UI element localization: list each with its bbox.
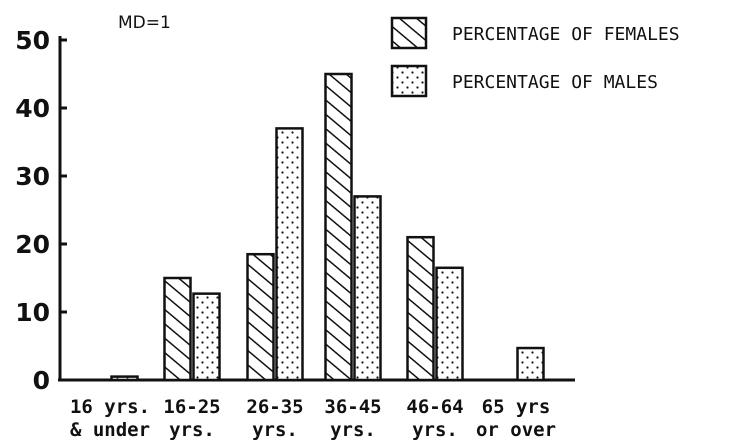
male-bar — [353, 195, 382, 382]
category-label: 26-35 yrs. — [246, 396, 303, 441]
y-tick-labels: 0 10 20 30 40 50 — [15, 26, 50, 395]
category-label-line: 36-45 — [324, 396, 381, 418]
male-bar — [110, 375, 139, 382]
category-label-line: yrs. — [330, 419, 376, 441]
legend-label-females: PERCENTAGE OF FEMALES — [452, 24, 680, 45]
chart-note: MD=1 — [118, 13, 171, 33]
y-tick-label: 30 — [15, 162, 50, 191]
female-bar — [324, 72, 353, 382]
female-bar — [163, 276, 192, 382]
category-label-line: or over — [476, 419, 556, 441]
female-bar — [246, 252, 275, 382]
category-label: 16 yrs. & under — [70, 396, 150, 441]
y-tick-label: 40 — [15, 94, 50, 123]
male-bar — [516, 346, 545, 382]
category-label: 46-64 yrs. — [406, 396, 463, 441]
female-bar — [406, 235, 435, 382]
category-label-line: 16-25 — [163, 396, 220, 418]
male-bar — [275, 127, 304, 382]
legend-label-males: PERCENTAGE OF MALES — [452, 72, 658, 93]
category-label-line: yrs. — [169, 419, 215, 441]
female-bar — [82, 378, 109, 381]
category-label: 36-45 yrs. — [324, 396, 381, 441]
legend-swatch-males — [390, 64, 428, 98]
category-label-line: 26-35 — [246, 396, 303, 418]
category-label-line: yrs. — [252, 419, 298, 441]
male-bar — [435, 266, 464, 382]
category-label: 65 yrs or over — [476, 396, 556, 441]
y-tick-label: 50 — [15, 26, 50, 55]
category-label-line: 65 yrs — [482, 396, 551, 418]
legend: PERCENTAGE OF FEMALES PERCENTAGE OF MALES — [390, 16, 680, 98]
y-tick-label: 20 — [15, 230, 50, 259]
y-tick-label: 0 — [33, 366, 50, 395]
category-label-line: 16 yrs. — [70, 396, 150, 418]
bars — [82, 72, 545, 382]
legend-swatch-females — [390, 16, 428, 50]
male-bar — [192, 292, 221, 382]
y-tick-label: 10 — [15, 298, 50, 327]
category-label-line: 46-64 — [406, 396, 463, 418]
category-label: 16-25 yrs. — [163, 396, 220, 441]
female-bar — [488, 378, 515, 381]
category-label-line: yrs. — [412, 419, 458, 441]
category-label-line: & under — [70, 419, 150, 441]
